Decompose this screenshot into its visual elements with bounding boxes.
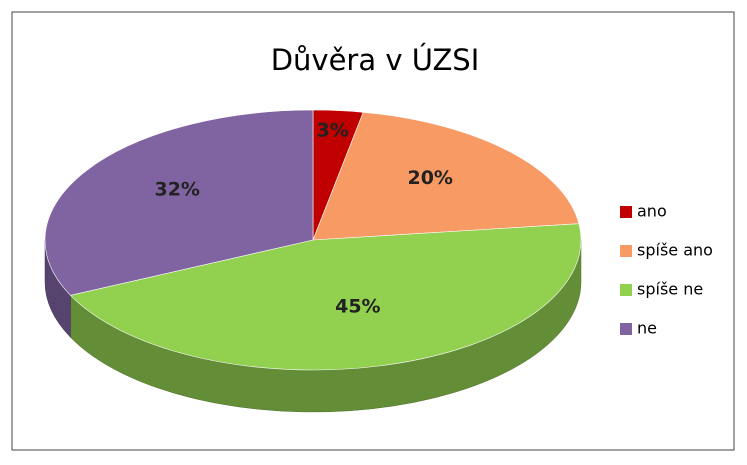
legend-swatch [620,245,632,257]
data-label: 32% [154,179,199,201]
legend-label: ne [637,319,657,338]
data-label: 20% [407,167,452,189]
data-label: 45% [335,295,380,317]
legend-swatch [620,284,632,296]
chart-title: Důvěra v ÚZSI [271,43,480,77]
data-label: 3% [317,120,349,142]
legend-label: ano [637,202,667,221]
legend-swatch [620,323,632,335]
pie-slice [69,223,582,371]
pie-slice [312,111,580,241]
legend-label: spíše ne [637,280,703,299]
legend-label: spíše ano [637,241,713,260]
legend-swatch [620,206,632,218]
pie-slice [44,109,314,296]
